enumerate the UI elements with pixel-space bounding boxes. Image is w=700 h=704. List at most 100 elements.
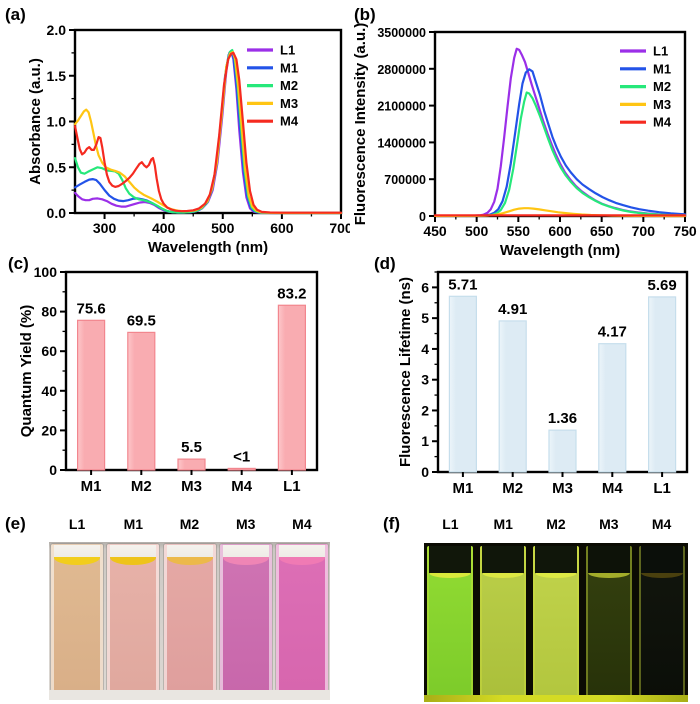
cuvette-top-glass — [482, 546, 525, 574]
cuvette-label-f-M2: M2 — [546, 516, 566, 532]
category-label-L1: L1 — [653, 480, 671, 497]
y-tick-label: 1.5 — [47, 68, 67, 84]
series-line-M2 — [433, 91, 687, 217]
category-label-M3: M3 — [552, 480, 573, 497]
y-tick-label: 2.0 — [47, 22, 67, 38]
axis-frame-a — [73, 28, 343, 215]
panel-letter-d: (d) — [374, 254, 396, 273]
cuvette-top-glass — [640, 546, 683, 574]
category-label-M1: M1 — [452, 480, 473, 497]
series-line-M3 — [73, 50, 343, 215]
y-axis-c: 0 20 40 60 80 100 — [34, 264, 66, 478]
panel-letter-b: (b) — [354, 5, 376, 24]
x-tick-label: 700 — [329, 220, 350, 236]
bars-c: 75.6 M1 69.5 M2 5.5 M3 <1 M4 83.2 L1 — [76, 285, 306, 495]
y-tick-label: 40 — [41, 383, 57, 399]
bar-value-label-M1: 5.71 — [448, 276, 477, 293]
bar-M3 — [548, 429, 577, 473]
y-tick-label: 2100000 — [377, 100, 426, 114]
y-axis-title-c: Quantum Yield (%) — [18, 305, 35, 438]
legend-label-M2: M2 — [280, 78, 298, 93]
series-line-M1 — [433, 68, 687, 217]
cuvette-meniscus-rim — [429, 573, 472, 578]
legend-label-M4: M4 — [280, 114, 299, 129]
cuvette-meniscus — [278, 557, 325, 565]
cuvette-label-e-M3: M3 — [235, 516, 256, 532]
category-label-L1: L1 — [283, 478, 301, 495]
x-tick-label: 450 — [423, 223, 447, 239]
legend-label-M1: M1 — [280, 60, 298, 75]
cuvette-meniscus-rim — [482, 573, 525, 578]
panel-letter-c: (c) — [8, 254, 29, 273]
cuvette-f-L1 — [427, 546, 474, 700]
chart-c: 0 20 40 60 80 100 Quantum Yield (%) 75.6 M1 69.5 M… — [18, 264, 319, 495]
photo-ledge — [49, 690, 330, 700]
x-axis-a: 300 400 500 600 700 — [93, 213, 350, 236]
bars-d: 5.71 M1 4.91 M2 1.36 M3 4.17 M4 5.69 L1 — [448, 276, 676, 497]
bar-M4 — [598, 343, 627, 473]
y-tick-label: 60 — [41, 343, 57, 359]
cuvette-photo-uv — [424, 543, 688, 702]
y-axis-a: 0.0 0.5 1.0 1.5 2.0 — [47, 22, 75, 221]
legend-label-M2: M2 — [653, 79, 671, 94]
series-line-L1 — [433, 47, 687, 217]
cuvette-meniscus — [166, 557, 213, 565]
bar-M1 — [448, 295, 478, 473]
legend-label-M1: M1 — [653, 61, 671, 76]
cuvette-e-M1 — [107, 544, 160, 691]
bar-value-label-L1: 83.2 — [277, 285, 306, 302]
x-tick-label: 700 — [632, 223, 656, 239]
y-tick-label: 0 — [421, 464, 429, 480]
bar-M2 — [127, 331, 156, 471]
y-tick-label: 4 — [421, 341, 429, 357]
cuvette-top-glass — [535, 546, 577, 574]
panel-f-uv-photo: (f) L1 M1 M2 M3 M4 — [350, 500, 700, 704]
cuvette-meniscus — [222, 557, 269, 565]
y-tick-label: 20 — [41, 422, 57, 438]
legend-label-M3: M3 — [653, 97, 671, 112]
panel-letter-e: (e) — [5, 514, 26, 533]
x-tick-label: 300 — [93, 220, 117, 236]
cuvette-meniscus-rim — [640, 573, 683, 578]
cuvette-label-f-L1: L1 — [442, 516, 459, 532]
category-label-M4: M4 — [231, 478, 252, 495]
uv-base-glow — [424, 695, 688, 702]
cuvette-label-f-M4: M4 — [651, 516, 672, 532]
y-tick-label: 1 — [421, 433, 429, 449]
y-tick-label: 0 — [49, 462, 57, 478]
legend-b: L1 M1 M2 M3 M4 — [620, 44, 672, 130]
y-tick-label: 1.0 — [47, 114, 67, 130]
category-label-M3: M3 — [181, 478, 202, 495]
cuvette-e-L1 — [51, 544, 104, 691]
cuvette-glare — [166, 545, 213, 558]
cuvette-label-f-M1: M1 — [493, 516, 513, 532]
series-line-M2 — [73, 48, 343, 215]
chart-d: 0 1 2 3 4 5 6 Fluorescence Lifetime (ns) 5.71 M1 4… — [397, 270, 689, 497]
y-tick-label: 80 — [41, 304, 57, 320]
cuvette-glare — [222, 545, 269, 558]
x-tick-label: 600 — [270, 220, 294, 236]
cuvette-e-M2 — [163, 544, 216, 691]
cuvette-f-M3 — [585, 546, 632, 700]
legend-a: L1 M1 M2 M3 M4 — [247, 43, 299, 129]
bar-M1 — [76, 319, 106, 471]
y-tick-label: 3500000 — [377, 26, 426, 40]
y-tick-label: 0 — [419, 210, 426, 224]
x-tick-label: 550 — [507, 223, 531, 239]
category-label-M1: M1 — [81, 478, 102, 495]
bar-value-label-M4: <1 — [233, 448, 250, 465]
bar-value-label-M2: 4.91 — [498, 301, 527, 318]
legend-label-M4: M4 — [653, 115, 672, 130]
legend-label-L1: L1 — [653, 44, 668, 59]
cuvette-meniscus — [110, 557, 157, 565]
x-tick-label: 500 — [211, 220, 235, 236]
bar-M4 — [227, 467, 256, 471]
x-tick-label: 400 — [152, 220, 176, 236]
cuvette-label-e-M2: M2 — [179, 516, 200, 532]
x-axis-title-a: Wavelength (nm) — [148, 239, 268, 256]
cuvette-photo-daylight — [49, 542, 330, 700]
y-tick-label: 0.0 — [47, 205, 67, 221]
x-axis-b: 450 500 550 600 650 700 750 — [423, 216, 697, 239]
category-label-M2: M2 — [131, 478, 152, 495]
cuvette-meniscus-rim — [587, 573, 630, 578]
